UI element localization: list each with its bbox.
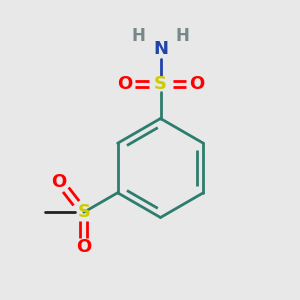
Text: H: H <box>175 27 189 45</box>
Text: O: O <box>117 75 132 93</box>
Text: N: N <box>153 40 168 58</box>
Text: H: H <box>131 27 145 45</box>
Text: S: S <box>154 75 167 93</box>
Text: S: S <box>77 203 90 221</box>
Text: O: O <box>189 75 204 93</box>
Text: O: O <box>76 238 92 256</box>
Text: O: O <box>51 173 66 191</box>
